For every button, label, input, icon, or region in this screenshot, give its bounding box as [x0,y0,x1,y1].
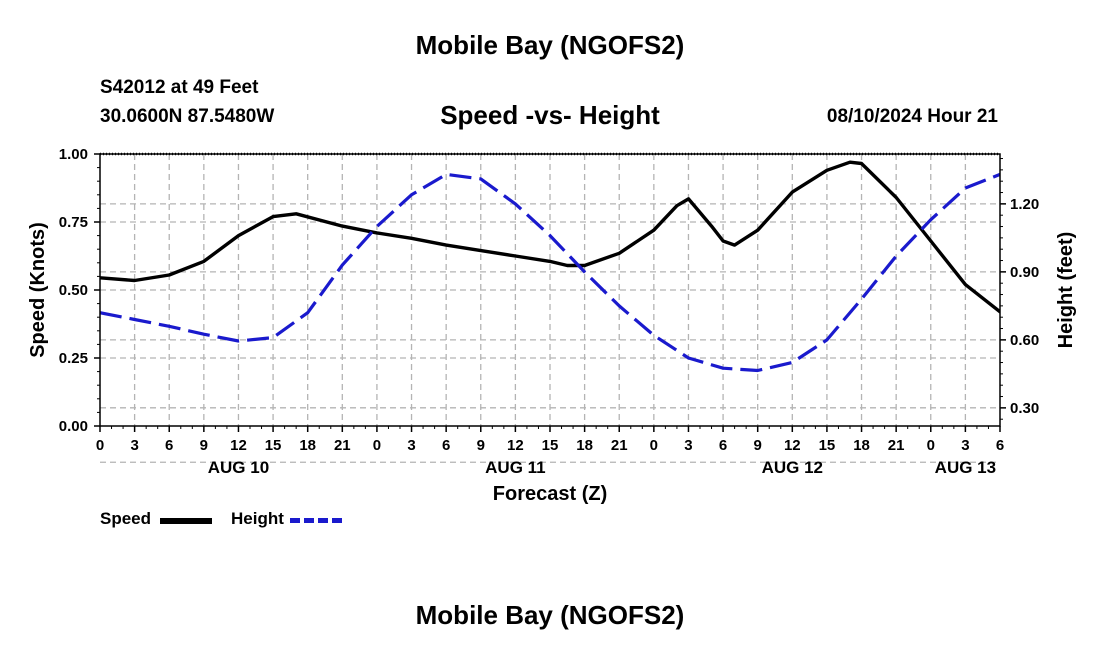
x-tick-label: 9 [754,437,762,454]
y-tick-label: 1.00 [59,146,88,163]
footer-title: Mobile Bay (NGOFS2) [415,600,685,630]
x-tick-label: 15 [542,437,559,454]
x-axis-title: Forecast (Z) [493,483,607,505]
x-tick-label: 18 [576,437,593,454]
forecast-datetime: 08/10/2024 Hour 21 [826,106,998,127]
y2-tick-label: 1.20 [1010,196,1039,213]
x-tick-label: 0 [373,437,381,454]
coordinates-label: 30.0600N 87.5480W [100,106,275,127]
station-label: S42012 at 49 Feet [100,77,259,98]
y2-tick-label: 0.90 [1010,264,1039,281]
legend-speed-label: Speed [100,509,152,528]
x-tick-label: 18 [299,437,316,454]
x-tick-label: 15 [819,437,836,454]
x-tick-label: 12 [784,437,801,454]
x-tick-label: 18 [853,437,870,454]
x-tick-label: 3 [130,437,138,454]
x-tick-label: 6 [996,437,1004,454]
speed-series-line [100,160,1000,314]
y-tick-label: 0.50 [59,282,88,299]
x-tick-label: 21 [611,437,628,454]
x-tick-label: 0 [927,437,935,454]
x-tick-label: 21 [888,437,905,454]
series-group [100,160,1000,373]
y-tick-label: 0.25 [59,350,88,367]
y-tick-label: 0.75 [59,214,88,231]
grid [100,154,1000,463]
chart-title: Mobile Bay (NGOFS2) [415,30,685,60]
x-tick-label: 3 [407,437,415,454]
day-label: AUG 12 [762,458,823,477]
day-label: AUG 11 [485,458,545,477]
x-tick-label: 15 [265,437,282,454]
y2-axis-title: Height (feet) [1055,232,1077,349]
chart-subtitle: Speed -vs- Height [440,100,660,130]
legend-speed-swatch [160,518,212,524]
y2-tick-label: 0.60 [1010,332,1039,349]
x-tick-label: 9 [477,437,485,454]
x-tick-label: 6 [719,437,727,454]
legend-height-swatch [290,518,342,523]
y2-tick-label: 0.30 [1010,400,1039,417]
x-tick-label: 6 [165,437,173,454]
height-series-line [100,172,1000,373]
x-tick-label: 12 [230,437,247,454]
x-tick-label: 9 [200,437,208,454]
x-tick-label: 6 [442,437,450,454]
day-label: AUG 10 [208,458,269,477]
x-tick-label: 0 [650,437,658,454]
day-label: AUG 13 [935,458,996,477]
x-tick-label: 21 [334,437,351,454]
x-tick-label: 3 [961,437,969,454]
y-tick-label: 0.00 [59,418,88,435]
x-tick-label: 3 [684,437,692,454]
x-tick-label: 12 [507,437,524,454]
axis-labels: 0 3 6 9 12 15 18 21 0 3 6 9 12 15 18 21 0 3 6 9 12 15 18 21 0 3 6A… [27,146,1077,505]
axes [94,152,1006,432]
x-tick-label: 0 [96,437,104,454]
legend-height-label: Height [231,509,284,528]
y-axis-title: Speed (Knots) [27,222,49,358]
